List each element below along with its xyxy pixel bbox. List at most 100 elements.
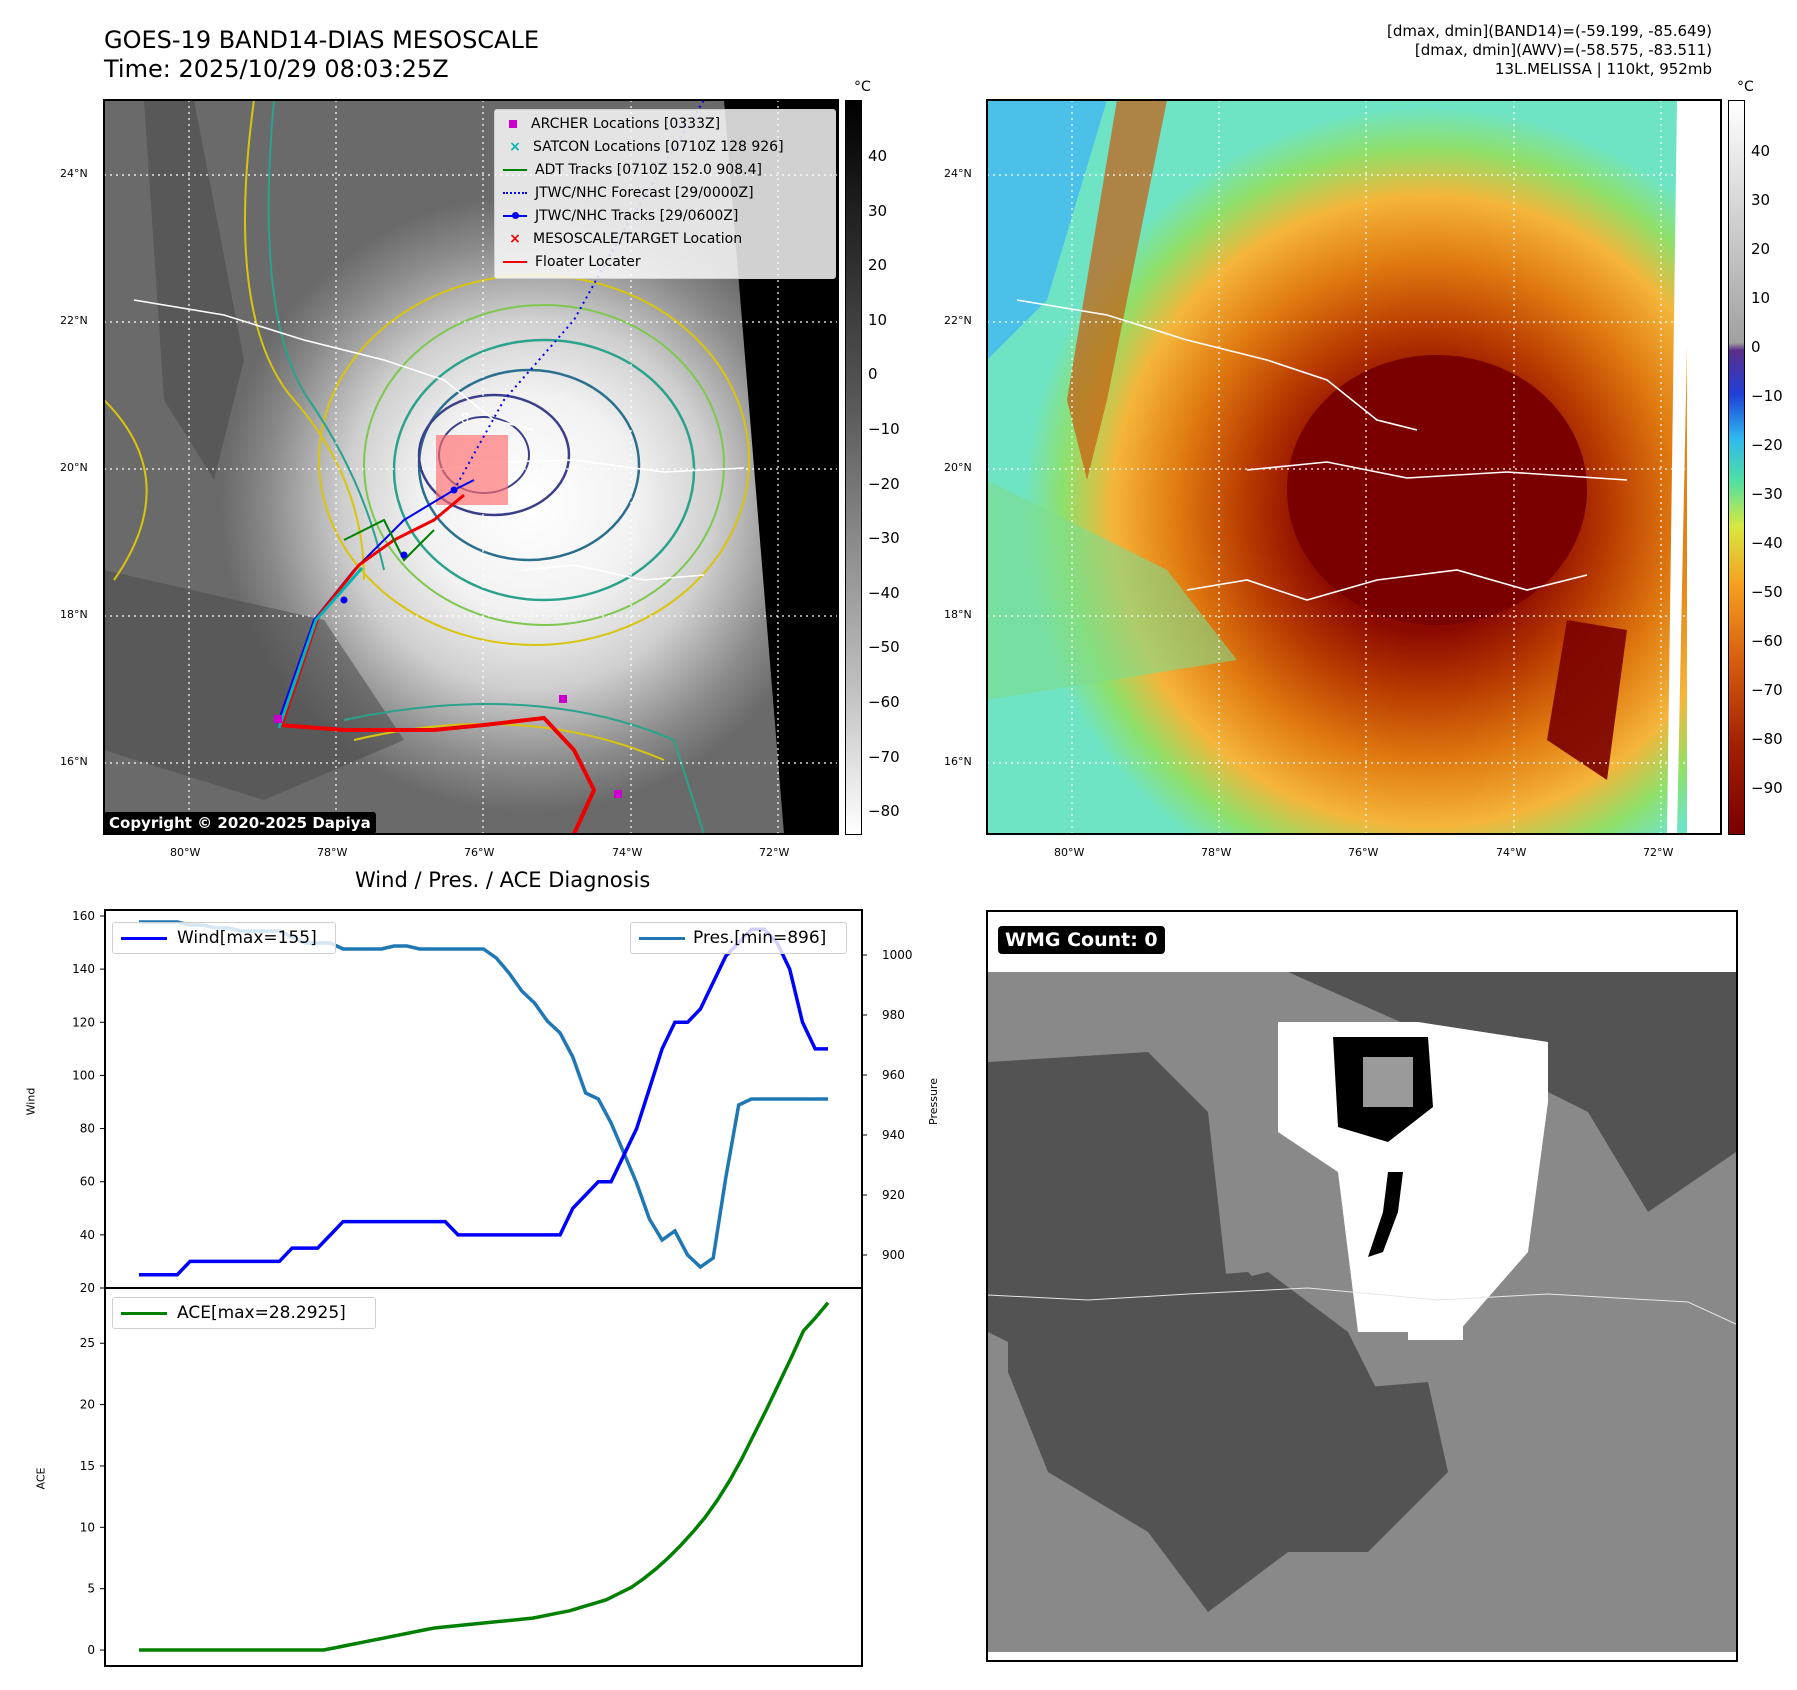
ace-legend: ACE[max=28.2925] <box>112 1297 376 1329</box>
lat-tick: 24°N <box>60 167 88 180</box>
pres-tick-label: 940 <box>882 1128 905 1142</box>
pressure-axis-label: Pressure <box>926 1078 940 1125</box>
lon-tick: 74°W <box>1496 846 1527 859</box>
colorbar-tick: 30 <box>868 201 888 220</box>
stats-line-3: 13L.MELISSA | 110kt, 952mb <box>1494 60 1712 78</box>
colorbar-tick: 20 <box>1751 240 1771 258</box>
color-map-image <box>987 100 1721 834</box>
colorbar-tick: 10 <box>1751 289 1771 307</box>
pres-tick-label: 980 <box>882 1008 905 1022</box>
colorbar-tick: 10 <box>868 310 888 329</box>
wmg-image <box>988 912 1736 1652</box>
lat-tick: 16°N <box>944 755 972 768</box>
ir-map-frame <box>103 99 839 835</box>
legend-label: ARCHER Locations [0333Z] <box>531 116 721 132</box>
lon-tick: 74°W <box>612 846 643 859</box>
wind-tick-label: 40 <box>80 1228 95 1242</box>
wmg-panel: WMG Count: 0 <box>986 910 1738 1662</box>
wind-axis-label: Wind <box>24 1087 38 1116</box>
svg-text:-8: -8 <box>456 412 469 427</box>
colorbar-tick: 30 <box>1751 191 1771 209</box>
legend-item-archer: ARCHER Locations [0333Z] <box>503 116 720 132</box>
wind-series-line <box>139 927 828 1277</box>
colorbar-tick: −70 <box>1751 681 1783 699</box>
wind-tick-label: 120 <box>72 1015 95 1029</box>
legend-label: JTWC/NHC Forecast [29/0000Z] <box>535 185 754 201</box>
title-line-2: Time: 2025/10/29 08:03:25Z <box>104 55 449 83</box>
colorbar-tick: −50 <box>868 638 900 657</box>
colorbar-tick: −10 <box>1751 387 1783 405</box>
wind-tick-label: 80 <box>80 1122 95 1136</box>
legend-item-floater: Floater Locater <box>503 254 641 270</box>
wmg-count-badge: WMG Count: 0 <box>998 926 1165 954</box>
color-map-panel <box>987 100 1721 834</box>
wind-tick-label: 100 <box>72 1068 95 1082</box>
lat-tick: 16°N <box>60 755 88 768</box>
ace-tick-label: 10 <box>80 1520 95 1534</box>
colorbar-tick: −40 <box>868 583 900 602</box>
legend-label: ADT Tracks [0710Z 152.0 908.4] <box>535 162 762 178</box>
colorbar-tick: −60 <box>1751 632 1783 650</box>
red-x-icon: × <box>509 231 521 247</box>
pres-legend: Pres.[min=896] <box>630 922 847 954</box>
lat-tick: 24°N <box>944 167 972 180</box>
wind-legend: Wind[max=155] <box>112 922 336 954</box>
wind-tick-label: 60 <box>80 1175 95 1189</box>
pressure-series-line <box>139 920 828 1270</box>
legend-label: JTWC/NHC Tracks [29/0600Z] <box>535 208 739 224</box>
lon-tick: 78°W <box>1201 846 1232 859</box>
lon-tick: 76°W <box>464 846 495 859</box>
ace-tick-label: 0 <box>87 1643 95 1657</box>
stats-header: [dmax, dmin](BAND14)=(-59.199, -85.649) … <box>1387 22 1712 79</box>
color-colorbar-unit: °C <box>1737 79 1754 95</box>
wind-tick-label: 140 <box>72 962 95 976</box>
colorbar-tick: 40 <box>1751 142 1771 160</box>
wind-tick-label: 20 <box>80 1281 95 1295</box>
ace-tick-label: 20 <box>80 1398 95 1412</box>
lon-tick: 76°W <box>1348 846 1379 859</box>
ir-colorbar-unit: °C <box>854 79 871 95</box>
legend-label: SATCON Locations [0710Z 128 926] <box>533 139 784 155</box>
lon-tick: 72°W <box>759 846 790 859</box>
legend-item-satcon: × SATCON Locations [0710Z 128 926] <box>503 139 784 155</box>
copyright-label: Copyright © 2020-2025 Dapiya <box>104 812 376 834</box>
red-line-icon <box>503 261 527 263</box>
legend-item-tracks: JTWC/NHC Tracks [29/0600Z] <box>503 208 738 224</box>
diagnosis-title: Wind / Pres. / ACE Diagnosis <box>355 868 651 892</box>
lat-tick: 22°N <box>60 314 88 327</box>
ir-legend: ARCHER Locations [0333Z] × SATCON Locatio… <box>494 109 836 279</box>
colorbar-tick: 0 <box>868 365 878 384</box>
stats-line-1: [dmax, dmin](BAND14)=(-59.199, -85.649) <box>1387 22 1712 40</box>
color-map-frame <box>986 99 1722 835</box>
colorbar-tick: −30 <box>868 529 900 548</box>
colorbar-tick: −70 <box>868 747 900 766</box>
colorbar-tick: −50 <box>1751 583 1783 601</box>
colorbar-tick: −80 <box>1751 730 1783 748</box>
colorbar-tick: −80 <box>868 802 900 821</box>
title-line-1: GOES-19 BAND14-DIAS MESOSCALE <box>104 26 540 54</box>
wind-legend-label: Wind[max=155] <box>177 928 317 948</box>
colorbar-tick: −30 <box>1751 485 1783 503</box>
lon-tick: 78°W <box>317 846 348 859</box>
magenta-square-icon <box>509 120 517 128</box>
colorbar-tick: 40 <box>868 147 888 165</box>
green-line-icon <box>121 1312 167 1315</box>
ace-axis-label: ACE <box>34 1467 48 1490</box>
blue-line-dot-icon <box>503 212 527 219</box>
legend-item-adt: ADT Tracks [0710Z 152.0 908.4] <box>503 162 762 178</box>
lat-tick: 20°N <box>60 461 88 474</box>
legend-label: MESOSCALE/TARGET Location <box>533 231 743 247</box>
colorbar-tick: −10 <box>868 420 900 438</box>
ace-legend-label: ACE[max=28.2925] <box>177 1303 346 1323</box>
legend-item-forecast: JTWC/NHC Forecast [29/0000Z] <box>503 185 754 201</box>
figure-title: GOES-19 BAND14-DIAS MESOSCALE Time: 2025… <box>104 26 539 84</box>
lat-tick: 20°N <box>944 461 972 474</box>
pres-tick-label: 920 <box>882 1188 905 1202</box>
lon-tick: 72°W <box>1643 846 1674 859</box>
blue-line-icon <box>121 937 167 940</box>
colorbar-tick: 20 <box>868 256 888 275</box>
wind-tick-label: 160 <box>72 909 95 923</box>
pres-tick-label: 1000 <box>882 948 913 962</box>
lon-tick: 80°W <box>1054 846 1085 859</box>
colorbar-tick: −60 <box>868 693 900 711</box>
